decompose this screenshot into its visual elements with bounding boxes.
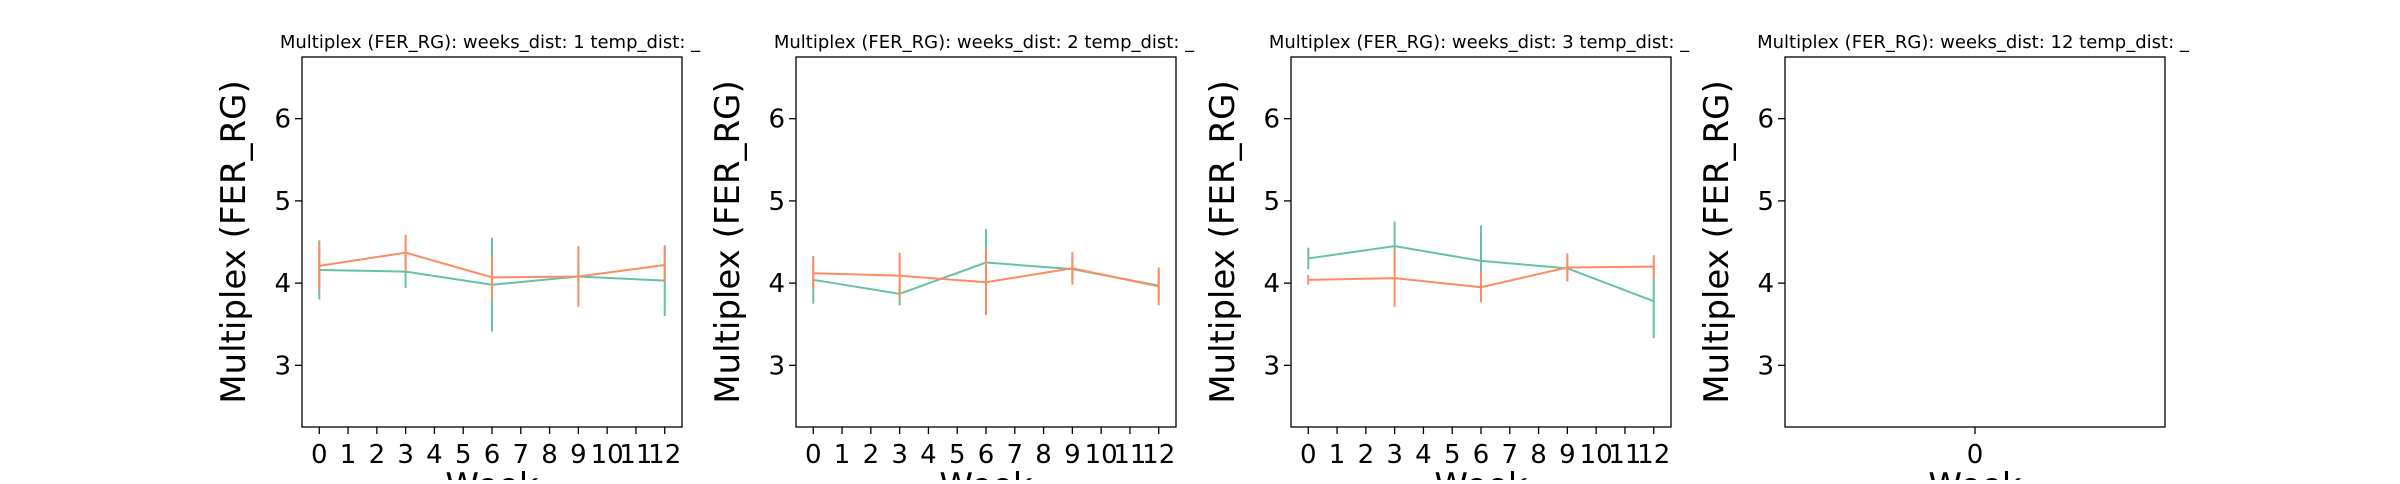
plot-frame (1290, 56, 1672, 428)
y-axis-label: Multiplex (FER_RG) (1697, 80, 1737, 404)
plot-frame (795, 56, 1177, 428)
x-tick-label: 8 (1035, 440, 1052, 470)
x-tick-label: 7 (1007, 440, 1024, 470)
x-tick-label: 0 (311, 440, 328, 470)
x-tick-label: 2 (863, 440, 880, 470)
x-tick-label: 9 (570, 440, 587, 470)
x-tick-label: 3 (891, 440, 908, 470)
y-axis-label: Multiplex (FER_RG) (214, 80, 254, 404)
y-tick-label: 3 (274, 351, 291, 381)
x-tick-label: 7 (1502, 440, 1519, 470)
chart-panel-2: Multiplex (FER_RG): weeks_dist: 2 temp_d… (708, 32, 1195, 484)
x-tick-label: 12 (648, 440, 681, 470)
y-tick-label: 6 (1263, 105, 1280, 135)
x-tick-label: 1 (834, 440, 851, 470)
x-tick-label: 10 (591, 440, 624, 470)
y-tick-label: 4 (768, 269, 785, 299)
x-tick-label: 1 (340, 440, 357, 470)
y-tick-label: 3 (1757, 351, 1774, 381)
x-tick-label: 2 (369, 440, 386, 470)
x-tick-label: 9 (1064, 440, 1081, 470)
plot-frame (301, 56, 683, 428)
y-axis-label: Multiplex (FER_RG) (1203, 80, 1243, 404)
x-tick-label: 12 (1637, 440, 1670, 470)
chart-title: Multiplex (FER_RG): weeks_dist: 1 temp_d… (280, 32, 701, 53)
x-tick-label: 10 (1085, 440, 1118, 470)
chart-title: Multiplex (FER_RG): weeks_dist: 2 temp_d… (774, 32, 1195, 53)
x-tick-label: 2 (1358, 440, 1375, 470)
x-tick-label: 6 (978, 440, 995, 470)
x-tick-label: 11 (619, 440, 652, 470)
y-axis-label: Multiplex (FER_RG) (708, 80, 748, 404)
chart-title: Multiplex (FER_RG): weeks_dist: 12 temp_… (1757, 32, 2190, 53)
y-tick-label: 5 (1757, 187, 1774, 217)
x-tick-label: 6 (484, 440, 501, 470)
x-tick-label: 6 (1473, 440, 1490, 470)
y-tick-label: 6 (1757, 105, 1774, 135)
x-tick-label: 5 (455, 440, 472, 470)
plot-frame (1784, 56, 2166, 428)
x-tick-label: 7 (513, 440, 530, 470)
x-tick-label: 1 (1329, 440, 1346, 470)
x-tick-label: 0 (1967, 440, 1984, 470)
x-tick-label: 3 (397, 440, 414, 470)
y-tick-label: 4 (1263, 269, 1280, 299)
x-tick-label: 4 (1415, 440, 1432, 470)
y-tick-label: 4 (274, 269, 291, 299)
chart-title: Multiplex (FER_RG): weeks_dist: 3 temp_d… (1269, 32, 1690, 53)
x-tick-label: 10 (1580, 440, 1613, 470)
y-tick-label: 4 (1757, 269, 1774, 299)
y-tick-label: 6 (274, 105, 291, 135)
x-tick-label: 5 (1444, 440, 1461, 470)
x-tick-label: 9 (1559, 440, 1576, 470)
y-tick-label: 3 (1263, 351, 1280, 381)
x-tick-label: 0 (805, 440, 822, 470)
x-tick-label: 5 (949, 440, 966, 470)
x-tick-label: 3 (1386, 440, 1403, 470)
x-tick-label: 4 (920, 440, 937, 470)
chart-panel-1: Multiplex (FER_RG): weeks_dist: 1 temp_d… (214, 32, 701, 484)
y-tick-label: 6 (768, 105, 785, 135)
y-tick-label: 3 (768, 351, 785, 381)
x-tick-label: 8 (541, 440, 558, 470)
chart-panel-4: Multiplex (FER_RG): weeks_dist: 12 temp_… (1697, 32, 2190, 484)
y-tick-label: 5 (274, 187, 291, 217)
y-tick-label: 5 (1263, 187, 1280, 217)
chart-panel-3: Multiplex (FER_RG): weeks_dist: 3 temp_d… (1203, 32, 1690, 484)
x-tick-label: 0 (1300, 440, 1317, 470)
x-tick-label: 11 (1608, 440, 1641, 470)
x-tick-label: 4 (426, 440, 443, 470)
y-tick-label: 5 (768, 187, 785, 217)
x-tick-label: 8 (1530, 440, 1547, 470)
x-tick-label: 11 (1113, 440, 1146, 470)
x-tick-label: 12 (1142, 440, 1175, 470)
